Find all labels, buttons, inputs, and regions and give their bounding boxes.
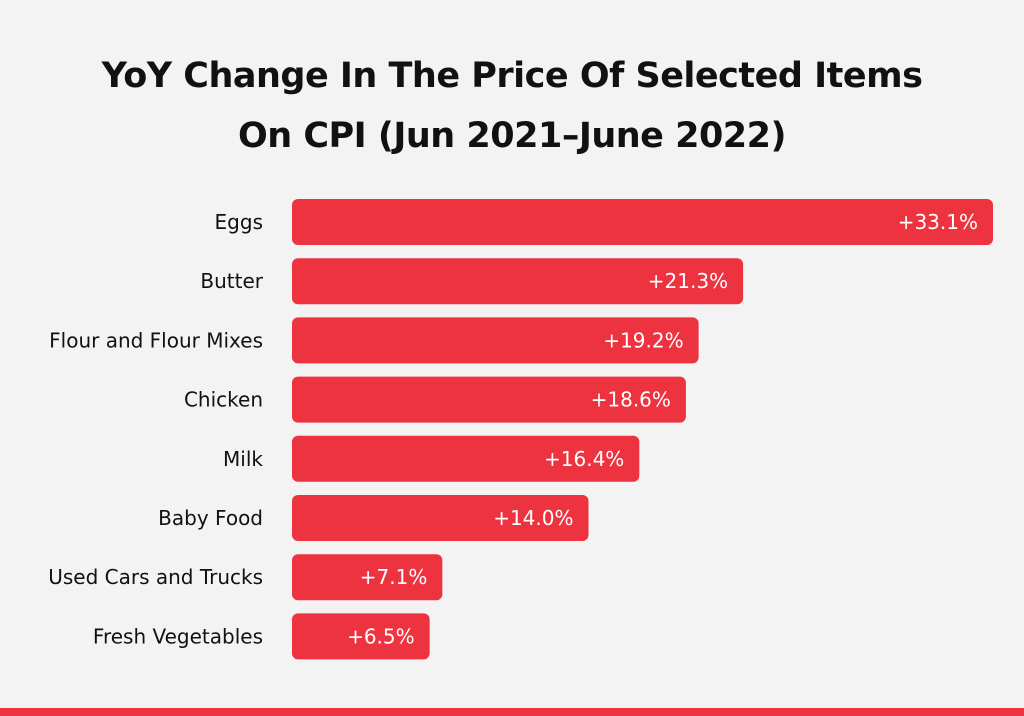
bar xyxy=(292,317,699,364)
bar xyxy=(292,435,640,482)
category-label: Milk xyxy=(223,447,263,471)
bar xyxy=(292,376,686,423)
value-label: +21.3% xyxy=(648,269,728,293)
chart-title-line-1: YoY Change In The Price Of Selected Item… xyxy=(101,56,923,96)
value-label: +18.6% xyxy=(591,388,671,412)
category-label: Used Cars and Trucks xyxy=(48,565,263,589)
category-label: Chicken xyxy=(184,388,263,412)
value-label: +6.5% xyxy=(347,624,415,648)
value-label: +16.4% xyxy=(544,447,624,471)
value-label: +19.2% xyxy=(603,328,683,352)
value-label: +14.0% xyxy=(493,506,573,530)
chart-title-line-2: On CPI (Jun 2021–June 2022) xyxy=(237,116,787,156)
value-label: +33.1% xyxy=(898,210,978,234)
category-label: Flour and Flour Mixes xyxy=(49,328,263,352)
category-label: Eggs xyxy=(215,210,263,234)
bar xyxy=(292,613,430,660)
bar xyxy=(292,495,589,541)
category-label: Baby Food xyxy=(158,506,263,530)
value-label: +7.1% xyxy=(360,565,428,589)
category-label: Butter xyxy=(200,269,263,293)
bar xyxy=(292,258,744,305)
category-label: Fresh Vegetables xyxy=(93,624,263,648)
bottom-accent-bar xyxy=(0,708,1024,716)
bar xyxy=(292,199,993,245)
bar xyxy=(292,554,443,601)
chart-title: YoY Change In The Price Of Selected Item… xyxy=(0,46,1024,166)
